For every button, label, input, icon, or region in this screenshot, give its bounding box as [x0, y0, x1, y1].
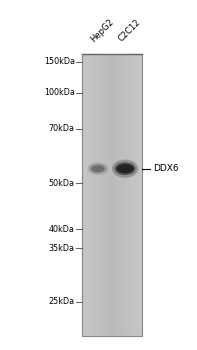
Text: 50kDa: 50kDa: [49, 178, 75, 188]
Ellipse shape: [117, 164, 134, 173]
Ellipse shape: [112, 160, 138, 178]
Text: 150kDa: 150kDa: [44, 57, 75, 66]
Ellipse shape: [90, 164, 106, 173]
Ellipse shape: [92, 166, 104, 172]
Text: HepG2: HepG2: [89, 17, 116, 44]
Ellipse shape: [115, 162, 135, 175]
Text: 35kDa: 35kDa: [49, 244, 75, 253]
Text: C2C12: C2C12: [117, 18, 143, 44]
Text: DDX6: DDX6: [153, 164, 178, 173]
Ellipse shape: [87, 162, 108, 175]
Bar: [82, 54, 142, 336]
Text: 100kDa: 100kDa: [44, 88, 75, 97]
Text: 70kDa: 70kDa: [49, 124, 75, 133]
Text: 25kDa: 25kDa: [49, 297, 75, 306]
Text: 40kDa: 40kDa: [49, 225, 75, 234]
